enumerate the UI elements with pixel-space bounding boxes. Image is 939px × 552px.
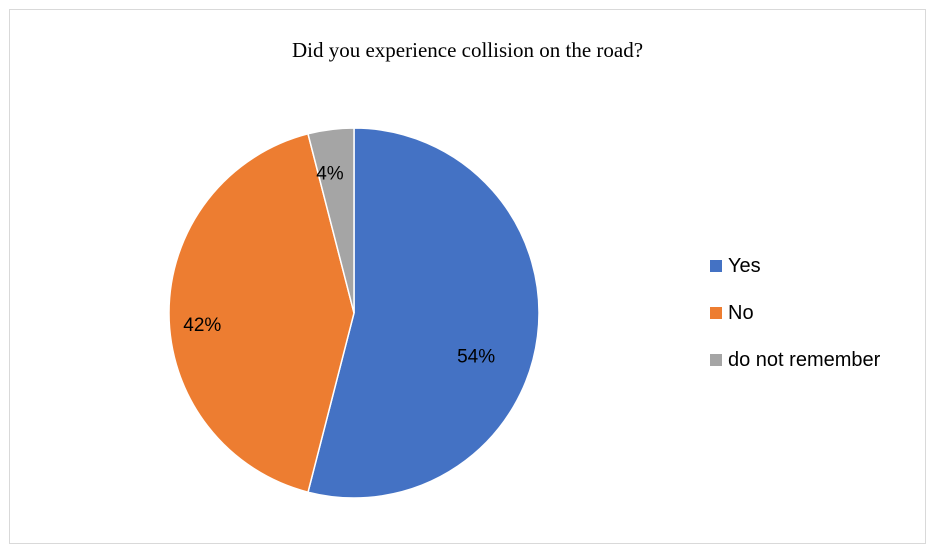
legend-swatch-no — [710, 307, 722, 319]
chart-area: Did you experience collision on the road… — [9, 9, 926, 544]
pie-slice-do-not-remember — [307, 127, 355, 314]
legend-item-do-not-remember: do not remember — [710, 348, 880, 372]
legend-item-yes: Yes — [710, 254, 880, 278]
legend-label-no: No — [728, 301, 754, 324]
pie-slice-yes — [307, 127, 540, 499]
pie-slice-no — [168, 132, 355, 494]
legend-label-yes: Yes — [728, 254, 761, 277]
pie-chart: 54% 42% 4% — [168, 127, 540, 499]
chart-title: Did you experience collision on the road… — [291, 38, 644, 62]
slice-label-no: 42% — [183, 315, 221, 336]
legend-swatch-yes — [710, 260, 722, 272]
legend-label-do-not-remember: do not remember — [728, 348, 881, 371]
slice-label-do-not-remember: 4% — [316, 163, 344, 184]
legend: Yes No do not remember — [710, 254, 880, 395]
legend-swatch-do-not-remember — [710, 354, 722, 366]
slice-label-yes: 54% — [457, 346, 495, 367]
legend-item-no: No — [710, 301, 880, 325]
